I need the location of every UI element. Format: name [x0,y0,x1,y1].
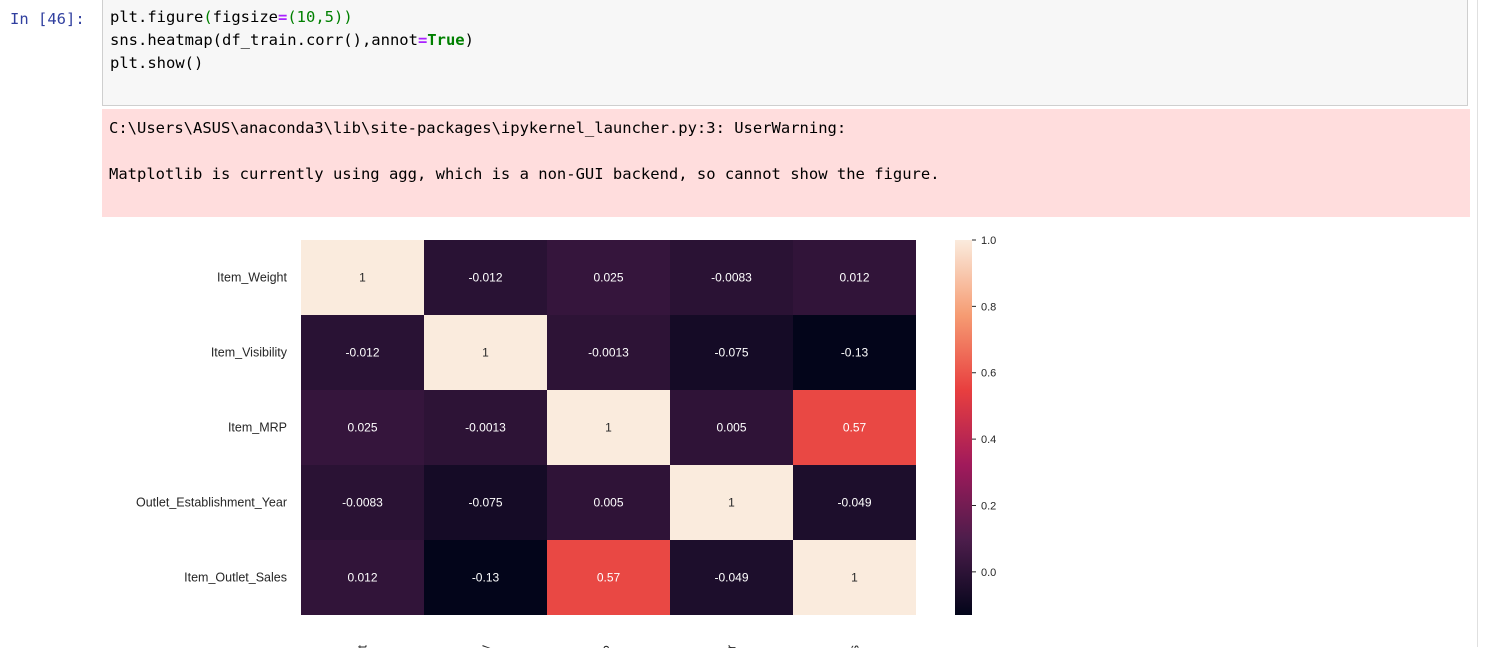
heatmap-cell [793,315,916,390]
y-tick-label: Outlet_Establishment_Year [136,496,287,510]
heatmap-cell [670,540,793,615]
heatmap-cell [301,465,424,540]
x-tick-label: ght [356,644,370,648]
colorbar-tick-label: 1.0 [981,235,996,247]
heatmap-cell [547,390,670,465]
heatmap-cells: 1 -0.012 0.025 -0.0083 0.012 -0.012 1 -0.0013 -0… [301,240,916,615]
heatmap-cell [547,465,670,540]
code-line-2: sns.heatmap(df_train.corr(),annot=True) [110,31,474,49]
cell-annotation: 1 [359,271,366,285]
cell-annotation: 1 [851,571,858,585]
code-line-3: plt.show() [110,54,204,72]
code-token: True [427,31,465,49]
warning-line-1: C:\Users\ASUS\anaconda3\lib\site-package… [109,119,847,137]
heatmap-cell [424,240,547,315]
heatmap-cell [301,240,424,315]
code-input-area[interactable]: plt.figure(figsize=(10,5)) sns.heatmap(d… [102,0,1468,106]
heatmap-cell [547,315,670,390]
cell-annotation: -0.0083 [342,496,383,510]
cell-annotation: -0.13 [841,346,869,360]
code-token: ) [464,31,474,49]
code-token: = [278,8,288,26]
heatmap-cell [424,315,547,390]
cell-annotation: -0.049 [714,571,748,585]
cell-annotation: -0.012 [345,346,379,360]
colorbar [955,240,972,615]
cell-annotation: 0.005 [593,496,623,510]
x-tick-labels: ghtilityRPeares [356,644,862,648]
code-token: plt.figure [110,8,204,26]
heatmap-cell [301,540,424,615]
warning-line-2: Matplotlib is currently using agg, which… [109,165,940,183]
y-tick-label: Item_Weight [217,271,287,285]
heatmap-cell [424,465,547,540]
heatmap-cell [793,540,916,615]
y-tick-label: Item_Outlet_Sales [184,571,287,585]
y-tick-label: Item_MRP [228,421,287,435]
cell-annotation: 0.005 [716,421,746,435]
cell-annotation: -0.13 [472,571,500,585]
heatmap-cell [301,390,424,465]
heatmap-cell [301,315,424,390]
input-prompt: In [46]: [10,10,85,28]
cell-annotation: -0.0013 [588,346,629,360]
cell-annotation: 0.025 [347,421,377,435]
cell-annotation: -0.012 [468,271,502,285]
cell-annotation: 0.57 [597,571,621,585]
heatmap-cell [424,390,547,465]
colorbar-tick-label: 0.2 [981,500,996,512]
heatmap-cell [793,465,916,540]
code-token: (10,5)) [287,8,353,26]
heatmap-cell [793,240,916,315]
x-tick-label: ility [479,644,493,648]
cell-annotation: 1 [728,496,735,510]
heatmap-cell [670,315,793,390]
code-token: ( [203,8,213,26]
cell-annotation: 0.57 [843,421,867,435]
stderr-output: C:\Users\ASUS\anaconda3\lib\site-package… [102,109,1470,217]
code-token: = [417,31,428,49]
colorbar-tick-label: 0.4 [981,434,996,446]
colorbar-ticks: 1.0 0.8 0.6 0.4 0.2 0.0 [972,235,996,579]
heatmap-cell [670,390,793,465]
code-line-1: plt.figure(figsize=(10,5)) [110,8,353,26]
colorbar-tick-label: 0.0 [981,567,996,579]
cell-annotation: 1 [605,421,612,435]
cell-annotation: -0.075 [468,496,502,510]
y-tick-label: Item_Visibility [211,346,288,360]
cell-annotation: -0.0013 [465,421,506,435]
cell-annotation: -0.075 [714,346,748,360]
y-tick-labels: Item_Weight Item_Visibility Item_MRP Outlet… [136,271,288,585]
heatmap-cell [547,540,670,615]
cell-annotation: 0.012 [839,271,869,285]
cell-annotation: -0.049 [837,496,871,510]
heatmap-figure: 1 -0.012 0.025 -0.0083 0.012 -0.012 1 -0.0013 -0… [136,235,996,648]
cell-annotation: 0.012 [347,571,377,585]
code-token: sns.heatmap(df_train.corr(),annot [110,31,418,49]
heatmap-cell [670,240,793,315]
heatmap-cell [793,390,916,465]
heatmap-cell [670,465,793,540]
cell-annotation: -0.0083 [711,271,752,285]
cell-annotation: 0.025 [593,271,623,285]
heatmap-cell [424,540,547,615]
colorbar-tick-label: 0.8 [981,301,996,313]
heatmap-cell [547,240,670,315]
notebook-right-border [1477,0,1478,647]
colorbar-tick-label: 0.6 [981,368,996,380]
cell-annotation: 1 [482,346,489,360]
code-token: figsize [212,8,278,26]
